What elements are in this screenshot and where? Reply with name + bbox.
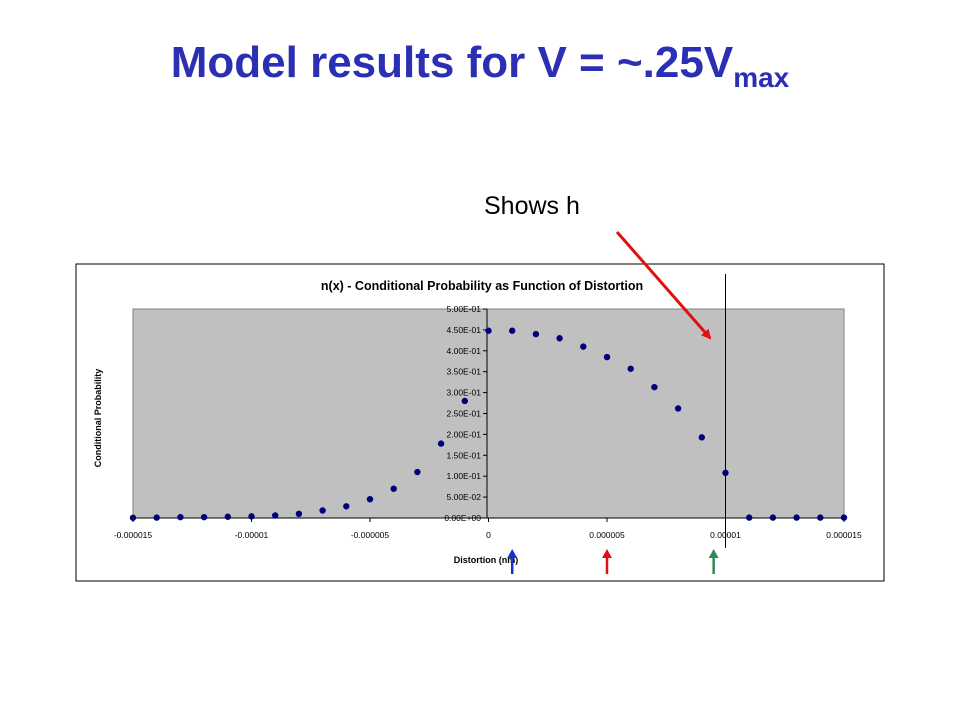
data-point: [532, 330, 540, 338]
data-point: [272, 512, 279, 519]
y-tick-label: 2.50E-01: [447, 409, 482, 419]
data-point: [746, 514, 753, 521]
data-point: [437, 440, 445, 447]
y-tick-label: 2.00E-01: [447, 429, 482, 439]
data-point: [580, 343, 587, 350]
data-point: [769, 514, 777, 521]
data-point: [224, 513, 231, 520]
x-tick-label: -0.000005: [351, 530, 390, 540]
y-axis-title: Conditional Probability: [93, 369, 103, 468]
data-point: [651, 383, 658, 391]
data-point: [485, 327, 492, 334]
data-point: [390, 485, 397, 492]
data-point: [627, 365, 634, 372]
y-tick-label: 5.00E-02: [447, 492, 482, 502]
y-tick-label: 1.50E-01: [447, 450, 482, 460]
data-point: [722, 469, 729, 477]
data-point: [461, 397, 468, 405]
data-point: [556, 335, 563, 342]
x-tick-label: 0: [486, 530, 491, 540]
x-tick-label: 0.000005: [589, 530, 625, 540]
data-point: [248, 513, 255, 520]
slide-title-main: Model results for V = ~.25V: [170, 38, 734, 87]
data-point: [200, 513, 208, 521]
x-tick-label: 0.00001: [710, 530, 741, 540]
y-tick-label: 1.00E-01: [447, 471, 482, 481]
data-point: [603, 353, 611, 361]
chart-title: n(x) - Conditional Probability as Functi…: [321, 279, 643, 293]
marker-arrow-head: [602, 549, 612, 558]
y-tick-label: 5.00E-01: [447, 304, 482, 314]
callout-arrow: [615, 231, 712, 340]
data-point: [414, 468, 421, 476]
data-point: [129, 514, 137, 521]
data-point: [674, 405, 682, 412]
slide-title-subscript: max: [733, 62, 790, 93]
marker-arrow-head: [507, 549, 518, 558]
data-point: [366, 495, 374, 503]
plot-area: [132, 308, 845, 519]
data-point: [343, 503, 350, 510]
data-point: [509, 327, 516, 334]
data-point: [817, 514, 824, 521]
data-point: [295, 510, 303, 518]
y-tick-label: 4.50E-01: [447, 325, 482, 335]
data-point: [177, 513, 184, 521]
data-point: [698, 434, 705, 441]
marker-arrow-head: [708, 549, 719, 558]
x-axis-title: Distortion (nm): [454, 555, 519, 565]
callout-label: Shows h: [484, 192, 580, 220]
y-tick-label: 3.00E-01: [447, 388, 482, 398]
data-point: [319, 507, 326, 514]
x-tick-label: 0.000015: [826, 530, 862, 540]
data-point: [793, 514, 800, 521]
y-tick-label: 0.00E+00: [444, 513, 481, 523]
slide-title: Model results for V = ~.25Vmax: [0, 38, 960, 94]
data-point: [840, 514, 848, 521]
y-tick-label: 3.50E-01: [447, 367, 482, 377]
y-tick-label: 4.00E-01: [447, 346, 482, 356]
x-tick-label: -0.00001: [235, 530, 269, 540]
data-point: [153, 514, 160, 521]
x-tick-label: -0.000015: [114, 530, 153, 540]
